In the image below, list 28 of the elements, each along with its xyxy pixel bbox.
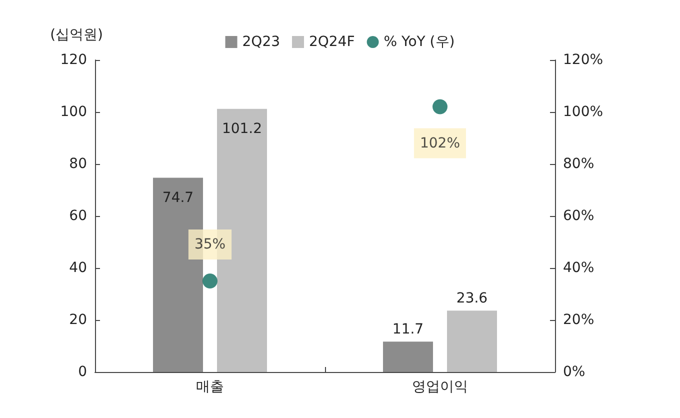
data-label: 102% [420,135,460,152]
y2-tick-label: 40% [563,260,594,276]
data-label: 35% [194,236,226,252]
y2-tick-label: 20% [563,312,594,328]
y-tick-label: 80 [69,156,87,172]
y-tick-label: 60 [69,208,87,224]
legend-label: 2Q24F [309,34,355,50]
x-tick-label: 영업이익 [412,379,468,395]
legend-label: 2Q23 [242,34,280,50]
data-label: 101.2 [222,120,262,137]
bar [447,310,497,372]
bar [383,342,433,372]
y2-tick-label: 100% [563,104,604,120]
y-tick-label: 40 [69,260,87,276]
y2-tick-label: 60% [563,208,594,224]
y2-tick-label: 80% [563,156,594,172]
x-tick-label: 매출 [196,379,224,395]
data-label: 74.7 [162,190,194,206]
y-tick-label: 120 [60,52,87,68]
y2-tick-label: 120% [563,52,604,68]
legend-label: % YoY (우) [384,34,455,50]
y-tick-label: 100 [60,104,87,120]
y-axis-title: (십억원) [50,27,103,43]
data-label: 11.7 [392,322,424,338]
data-label: 23.6 [456,290,488,307]
y-tick-label: 0 [78,364,87,380]
y2-tick-label: 0% [563,364,586,380]
y-tick-label: 20 [69,312,87,328]
